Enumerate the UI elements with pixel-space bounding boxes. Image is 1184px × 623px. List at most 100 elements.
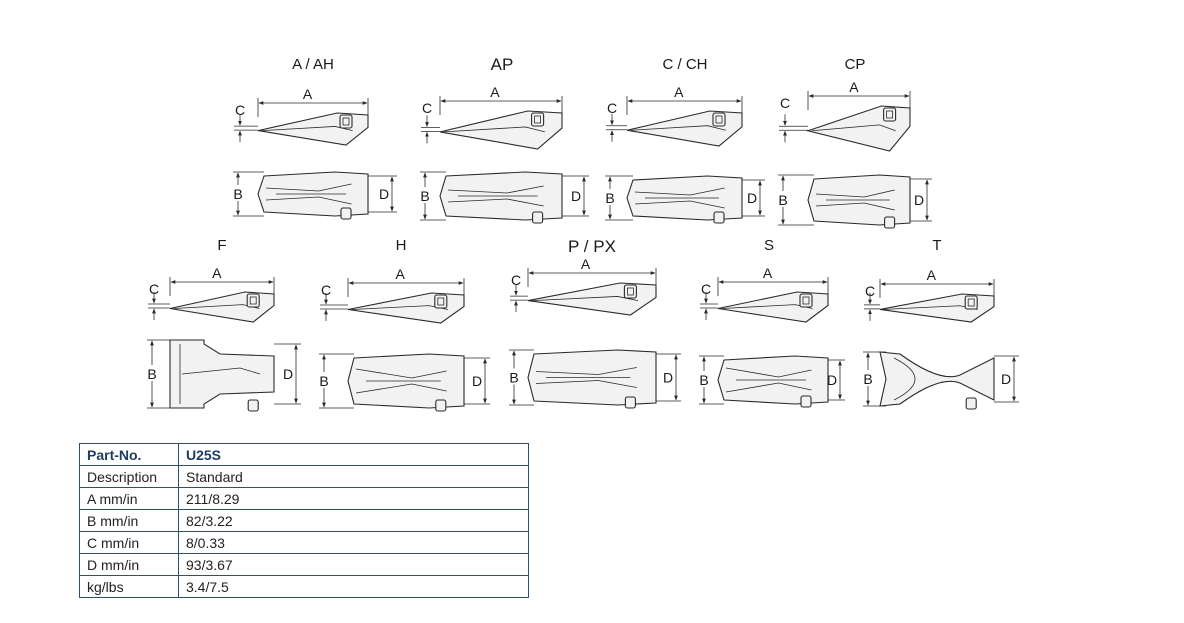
retainer-pin	[964, 295, 978, 310]
spec-table: Part-No. U25S Description Standard A mm/…	[79, 443, 529, 598]
tooth-top-rib	[815, 189, 895, 198]
dim-d-label-bg	[1000, 370, 1013, 386]
dim-b-label: B	[509, 370, 518, 386]
diagram-ap: AP A C B D	[418, 55, 589, 224]
dim-b-label-bg	[507, 368, 521, 385]
dim-d-label-bg	[471, 372, 484, 388]
dim-b-label-bg	[861, 370, 875, 386]
dim-d-label-bg	[826, 371, 839, 387]
retainer-pin	[799, 293, 813, 308]
diagram-h: HA C B D	[317, 237, 490, 412]
dim-c-label: C	[701, 281, 711, 297]
dim-c-label: C	[511, 272, 521, 288]
spec-header-value: U25S	[178, 443, 529, 466]
spec-label: D mm/in	[79, 553, 179, 576]
dim-d-label: D	[663, 370, 673, 386]
diagram-s: SA C B D	[697, 237, 845, 408]
diagram-t: TA C B D	[861, 237, 1019, 410]
dim-b-label-bg	[697, 371, 711, 387]
tooth-side-edge	[531, 296, 639, 301]
dim-c-label: C	[865, 283, 875, 299]
diagram-title-h: H	[396, 237, 407, 254]
spec-row: B mm/in 82/3.22	[79, 509, 529, 532]
dim-a-label: A	[303, 86, 313, 102]
spec-value: 82/3.22	[178, 509, 529, 532]
diagram-cp: CP A C B D	[776, 56, 932, 229]
dim-d-label: D	[472, 373, 482, 389]
diagram-title-cp: CP	[845, 56, 866, 73]
dim-a-label: A	[849, 79, 859, 95]
dim-b-label: B	[233, 186, 242, 202]
retainer-pin-slot	[802, 296, 810, 305]
dim-b-label-bg	[317, 372, 331, 388]
tooth-top-rib	[265, 183, 352, 192]
dim-a-label: A	[490, 84, 500, 100]
dim-d-label: D	[571, 188, 581, 204]
spec-row: Description Standard	[79, 465, 529, 488]
retainer-pin	[713, 211, 725, 224]
spec-row: C mm/in 8/0.33	[79, 531, 529, 554]
retainer-pin-slot	[249, 296, 257, 305]
retainer-pin-slot	[627, 287, 634, 296]
dim-b-label: B	[319, 373, 328, 389]
diagram-title-ap: AP	[491, 55, 514, 74]
retainer-pin	[883, 107, 897, 122]
dim-c-label: C	[607, 100, 617, 116]
diagram-title-t: T	[932, 237, 941, 254]
retainer-pin	[339, 114, 353, 129]
spec-value: Standard	[178, 465, 529, 488]
retainer-pin	[434, 294, 448, 309]
tooth-top-rib	[447, 185, 544, 194]
diagram-title-f: F	[217, 237, 226, 254]
dim-b-label-bg	[603, 189, 617, 205]
dim-b-label: B	[147, 366, 156, 382]
retainer-pin	[435, 399, 447, 412]
retainer-pin	[247, 399, 259, 412]
tooth-top-rib	[634, 187, 725, 196]
tooth-top-rib	[355, 368, 447, 379]
spec-label: C mm/in	[79, 531, 179, 554]
retainer-pin-slot	[342, 117, 350, 126]
diagram-a: A / AH A C B D	[231, 56, 397, 220]
retainer-pin-slot	[886, 110, 893, 119]
dim-c-label: C	[321, 282, 331, 298]
tooth-top-rib	[447, 198, 544, 207]
dim-d-label-bg	[662, 368, 675, 385]
tooth-top-rib	[815, 202, 895, 211]
retainer-pin	[531, 112, 545, 127]
dim-c-label: C	[235, 102, 245, 118]
dim-a-label: A	[396, 266, 406, 282]
dim-d-label-bg	[282, 365, 295, 381]
retainer-pin-slot	[715, 115, 723, 124]
tooth-top-rib	[535, 367, 637, 375]
retainer-pin	[712, 112, 726, 127]
tooth-top-rib	[634, 200, 725, 209]
dim-b-label: B	[863, 371, 872, 387]
dim-b-label: B	[699, 372, 708, 388]
retainer-pin	[800, 395, 812, 408]
spec-value: 211/8.29	[178, 487, 529, 510]
dim-d-label: D	[914, 192, 924, 208]
retainer-pin	[246, 293, 260, 308]
dim-a-label: A	[212, 265, 222, 281]
dim-d-label-bg	[378, 185, 391, 201]
spec-label: Description	[79, 465, 179, 488]
tooth-side-edge	[811, 124, 896, 132]
tooth-side-edge	[443, 126, 546, 133]
retainer-pin	[884, 216, 896, 229]
spec-value: 3.4/7.5	[178, 575, 529, 598]
dim-d-label: D	[379, 186, 389, 202]
dim-c-label: C	[780, 95, 790, 111]
retainer-pin	[624, 396, 636, 409]
diagram-title-p: P / PX	[568, 237, 616, 256]
retainer-pin	[623, 284, 637, 299]
dim-a-label: A	[927, 267, 937, 283]
spec-row: kg/lbs 3.4/7.5	[79, 575, 529, 598]
diagram-c: C / CH A C B D	[603, 56, 765, 224]
tooth-top-rib	[535, 380, 637, 388]
diagram-title-c: C / CH	[663, 56, 708, 73]
dim-b-label-bg	[776, 191, 790, 207]
dim-a-label: A	[763, 265, 773, 281]
tooth-side-edge	[630, 125, 726, 131]
